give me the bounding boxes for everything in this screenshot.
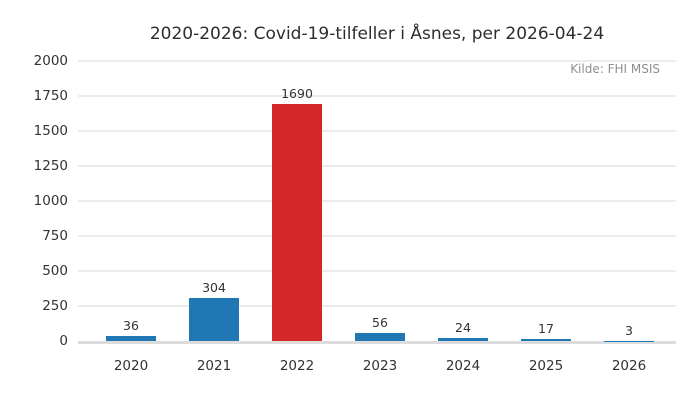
bar-2020: [106, 335, 156, 341]
gridline-750: [78, 235, 676, 237]
ytick-label-1250: 1250: [33, 158, 68, 174]
ytick-label-1500: 1500: [33, 123, 68, 139]
bar-2025: [521, 338, 571, 341]
gridline-1250: [78, 165, 676, 167]
xtick-label-2022: 2022: [279, 358, 315, 374]
bar-value-label-2021: 304: [202, 280, 226, 296]
ytick-label-0: 0: [59, 333, 68, 349]
bar-value-label-2026: 3: [625, 322, 633, 338]
gridline-500: [78, 270, 676, 272]
bar-value-label-2024: 24: [455, 319, 471, 335]
bar-value-label-2022: 1690: [281, 86, 313, 102]
ytick-label-2000: 2000: [33, 53, 68, 69]
source-annotation: Kilde: FHI MSIS: [570, 62, 660, 76]
xtick-label-2023: 2023: [362, 358, 398, 374]
gridline-250: [78, 305, 676, 307]
bar-2023: [355, 333, 405, 341]
x-axis-line: [78, 341, 676, 344]
plot-area: 0 250 500 750 1000 1250 1500 1750 2000 36 2020 304 2…: [34, 53, 676, 374]
xtick-label-2021: 2021: [196, 358, 232, 374]
gridline-1500: [78, 130, 676, 132]
ytick-label-1750: 1750: [33, 88, 68, 104]
chart-title: 2020-2026: Covid-19-tilfeller i Åsnes, p…: [149, 24, 605, 44]
xtick-label-2025: 2025: [528, 358, 564, 374]
bar-value-label-2023: 56: [372, 315, 388, 331]
ytick-label-500: 500: [42, 263, 68, 279]
xtick-label-2026: 2026: [611, 358, 647, 374]
bar-2024: [438, 337, 488, 341]
ytick-label-1000: 1000: [33, 193, 68, 209]
xtick-label-2024: 2024: [445, 358, 481, 374]
bar-2021: [189, 298, 239, 341]
ytick-label-250: 250: [42, 298, 68, 314]
ytick-label-750: 750: [42, 228, 68, 244]
bar-value-label-2025: 17: [538, 320, 554, 336]
gridline-1750: [78, 95, 676, 97]
bar-value-label-2020: 36: [123, 317, 139, 333]
gridline-2000: [78, 60, 676, 62]
gridline-1000: [78, 200, 676, 202]
xtick-label-2020: 2020: [113, 358, 149, 374]
bar-2022: [272, 104, 322, 341]
